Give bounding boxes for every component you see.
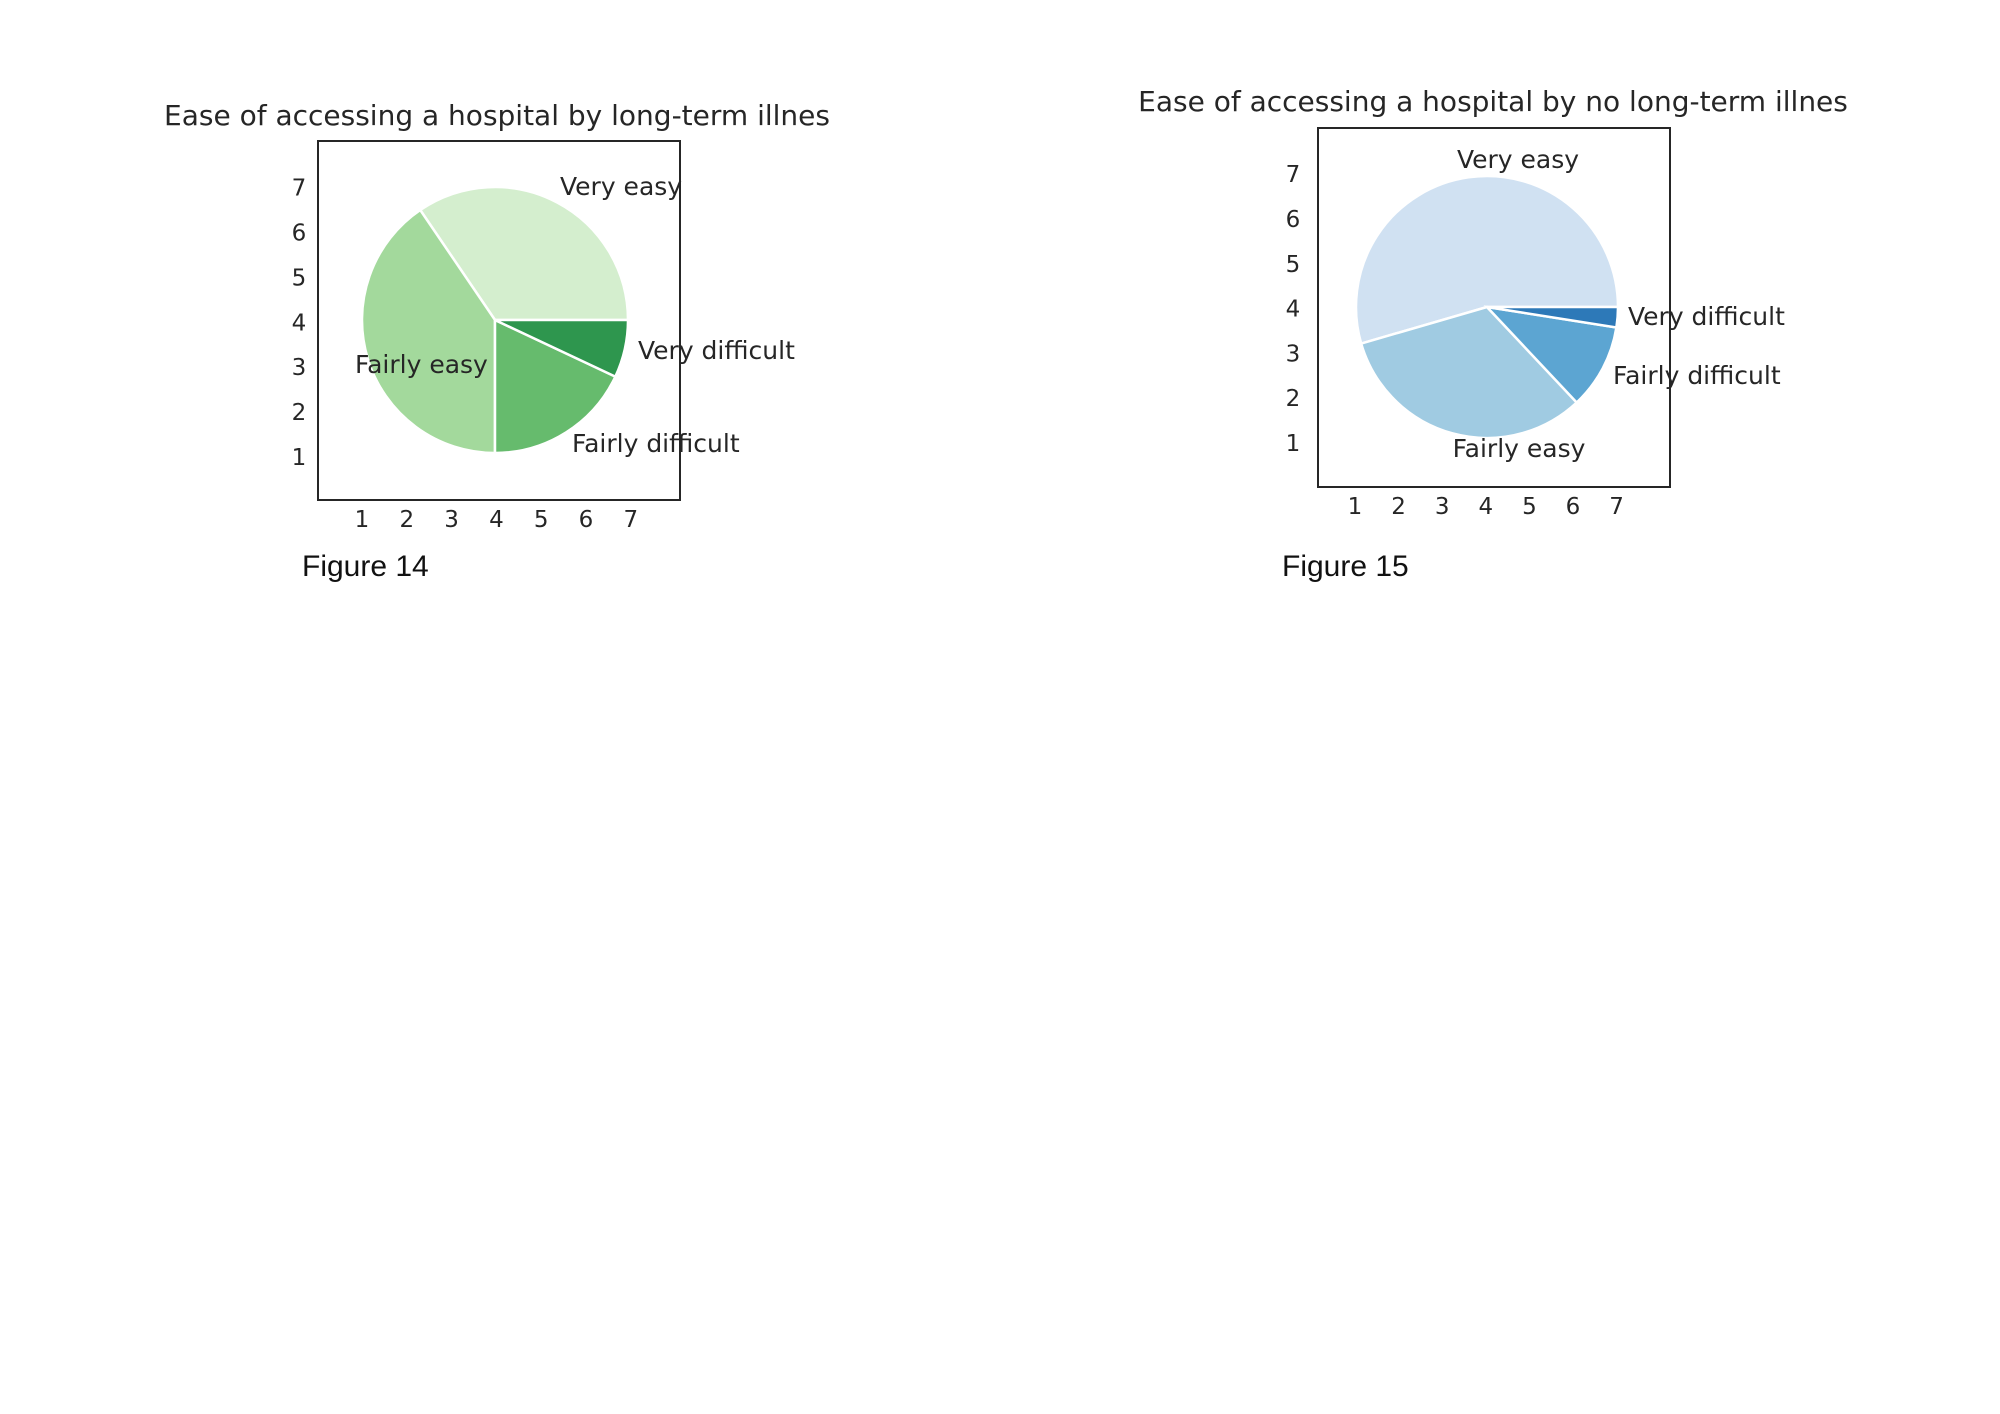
y-tick-label: 1 [292, 445, 307, 471]
slice-label-very-easy: Very easy [1457, 145, 1579, 174]
y-tick-label: 3 [292, 355, 307, 381]
pie-slice-fairly-easy [1359, 305, 1579, 440]
x-tick-label: 4 [1478, 494, 1493, 520]
figure-caption: Figure 15 [1282, 550, 1409, 583]
y-tick-label: 2 [1286, 386, 1301, 412]
x-tick-labels: 1 2 3 4 5 6 7 [355, 507, 638, 533]
pie-slices [360, 185, 630, 455]
pie-chart-no-long-term-illness: Ease of accessing a hospital by no long-… [1138, 85, 1848, 520]
x-tick-label: 7 [1609, 494, 1624, 520]
y-tick-label: 6 [292, 221, 307, 247]
pie-chart-long-term-illness: Ease of accessing a hospital by long-ter… [164, 99, 830, 533]
x-tick-label: 3 [1435, 494, 1450, 520]
x-tick-label: 2 [399, 507, 414, 533]
pie-slices [1354, 174, 1620, 440]
x-tick-label: 1 [355, 507, 370, 533]
y-tick-label: 2 [292, 400, 307, 426]
axes-frame [1317, 127, 1671, 488]
x-tick-label: 1 [1348, 494, 1363, 520]
y-tick-label: 4 [1286, 297, 1301, 323]
slice-label-fairly-easy: Fairly easy [1453, 434, 1586, 463]
pie-slice-fairly-difficult [1483, 305, 1618, 405]
x-tick-label: 3 [444, 507, 459, 533]
y-tick-label: 5 [292, 265, 307, 291]
x-tick-label: 6 [1566, 494, 1581, 520]
slice-label-very-easy: Very easy [560, 172, 682, 201]
pie-slice-very-difficult [494, 318, 630, 379]
x-tick-label: 7 [623, 507, 638, 533]
slice-label-very-difficult: Very difficult [638, 336, 795, 365]
figure-14: Ease of accessing a hospital by long-ter… [0, 0, 1000, 620]
slice-label-fairly-difficult: Fairly difficult [572, 429, 740, 458]
pie-slice-very-easy [418, 185, 630, 322]
slice-labels: Very easy Fairly easy Fairly difficult Very… [355, 172, 795, 458]
slice-labels: Very easy Fairly easy Fairly difficult Very… [1453, 145, 1786, 463]
x-tick-label: 2 [1391, 494, 1406, 520]
pie-slice-very-difficult [1486, 305, 1620, 329]
x-tick-label: 5 [1522, 494, 1537, 520]
chart-title: Ease of accessing a hospital by no long-… [1138, 85, 1848, 118]
pie-slice-very-easy [1354, 174, 1620, 346]
slice-label-fairly-easy: Fairly easy [355, 350, 488, 379]
y-tick-label: 5 [1286, 252, 1301, 278]
pie-slice-fairly-difficult [493, 318, 618, 455]
y-tick-label: 1 [1286, 431, 1301, 457]
x-tick-label: 5 [534, 507, 549, 533]
pie-slice-fairly-easy [360, 208, 497, 455]
y-tick-labels: 1 2 3 4 5 6 7 [292, 176, 307, 471]
figure-15: Ease of accessing a hospital by no long-… [1000, 0, 2000, 620]
chart-title: Ease of accessing a hospital by long-ter… [164, 99, 830, 132]
slice-label-very-difficult: Very difficult [1628, 302, 1785, 331]
y-tick-label: 3 [1286, 341, 1301, 367]
axes-frame [317, 140, 681, 501]
figure-caption: Figure 14 [302, 550, 429, 583]
y-tick-label: 7 [292, 176, 307, 202]
y-tick-label: 4 [292, 310, 307, 336]
y-tick-labels: 1 2 3 4 5 6 7 [1286, 162, 1301, 457]
x-tick-label: 4 [489, 507, 504, 533]
x-tick-label: 6 [579, 507, 594, 533]
slice-label-fairly-difficult: Fairly difficult [1613, 361, 1781, 390]
y-tick-label: 6 [1286, 207, 1301, 233]
y-tick-label: 7 [1286, 162, 1301, 188]
x-tick-labels: 1 2 3 4 5 6 7 [1348, 494, 1624, 520]
